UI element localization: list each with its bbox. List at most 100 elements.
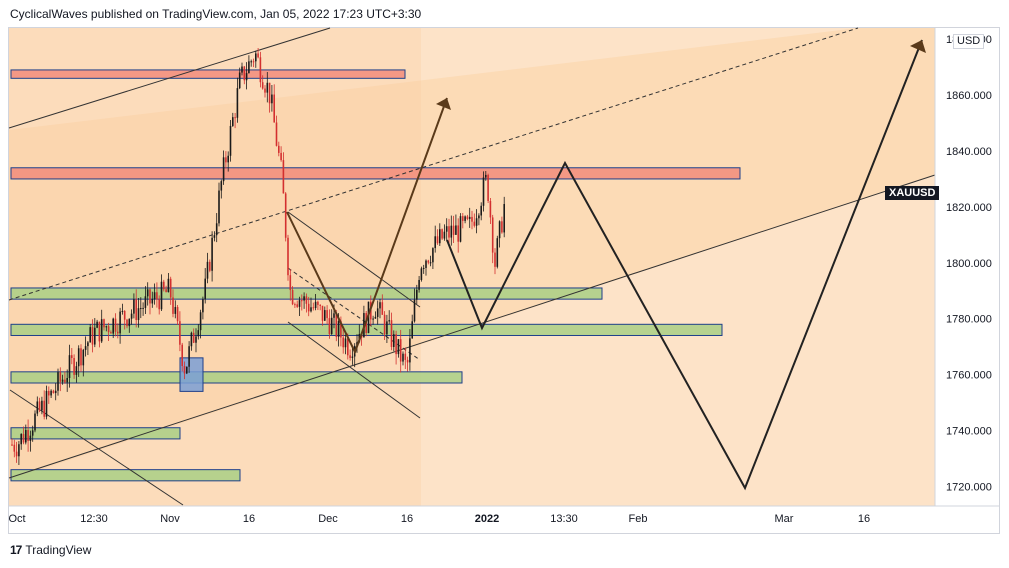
candle-body — [186, 366, 188, 374]
candle-body — [48, 390, 50, 396]
candle-body — [498, 221, 501, 239]
x-tick-label: Mar — [775, 513, 794, 525]
candle-body — [439, 229, 441, 244]
candle-body — [259, 57, 262, 83]
candle-body — [420, 268, 423, 280]
zone-rect-1 — [10, 167, 741, 180]
candle-body — [406, 359, 409, 363]
x-tick-label: 16 — [401, 513, 413, 525]
zone-rect-5 — [10, 427, 181, 440]
candle-body — [167, 278, 170, 293]
candle-body — [142, 307, 144, 309]
candle-body — [213, 235, 216, 238]
candle-body — [374, 316, 377, 319]
candle-body — [379, 302, 381, 309]
candle-body — [501, 221, 503, 233]
candle-body — [238, 72, 241, 89]
candle-body — [287, 237, 289, 276]
candle-body — [18, 444, 20, 457]
candle-body — [409, 338, 411, 363]
candle-body — [199, 312, 202, 331]
candle-body — [268, 82, 271, 104]
candle-body — [43, 400, 45, 417]
candle-body — [75, 366, 78, 375]
x-tick-label: 16 — [243, 513, 255, 525]
channel-fill — [9, 28, 935, 480]
candle-body — [487, 174, 489, 201]
footer-brand: TradingView — [25, 543, 92, 557]
candle-body — [494, 252, 496, 267]
currency-label[interactable]: USD — [953, 34, 985, 49]
x-tick-label: 12:30 — [80, 513, 108, 525]
candle-body — [376, 308, 379, 317]
candle-body — [87, 342, 89, 347]
candle-body — [64, 379, 66, 383]
candle-body — [340, 320, 342, 338]
candle-body — [388, 320, 390, 322]
candle-body — [66, 378, 68, 383]
projection-paths — [286, 39, 926, 491]
candle-body — [298, 300, 301, 307]
candle-body — [489, 200, 492, 218]
y-tick-label: 1820.000 — [946, 202, 992, 214]
wedge-upper — [287, 211, 421, 308]
y-tick-label: 1760.000 — [946, 370, 992, 382]
candle-body — [271, 94, 273, 104]
history-shade — [9, 28, 421, 506]
candle-body — [422, 267, 425, 269]
channel-mid-dashed — [8, 27, 859, 301]
candle-body — [429, 262, 432, 264]
candle-body — [176, 307, 179, 322]
candle-body — [45, 390, 48, 417]
candle-body — [289, 275, 292, 291]
candle-body — [146, 289, 149, 297]
y-tick-label: 1800.000 — [946, 258, 992, 270]
candle-body — [156, 292, 158, 300]
candle-body — [73, 358, 75, 375]
candle-body — [197, 330, 200, 337]
zone-rect-0 — [10, 69, 406, 79]
candle-body — [475, 218, 478, 226]
candle-body — [404, 353, 407, 360]
candle-body — [229, 125, 232, 156]
candle-body — [416, 289, 418, 300]
candle-body — [163, 281, 165, 290]
candle-body — [103, 319, 105, 328]
candle-body — [54, 390, 57, 394]
candle-body — [248, 61, 250, 74]
candle-body — [312, 307, 315, 309]
x-tick-label: Nov — [160, 513, 180, 525]
candle-body — [296, 304, 298, 307]
candle-body — [91, 327, 94, 345]
candle-body — [236, 88, 239, 118]
x-tick-label: Feb — [629, 513, 648, 525]
candle-body — [282, 160, 285, 194]
candle-body — [57, 372, 59, 391]
candle-body — [397, 339, 400, 355]
candle-body — [349, 355, 351, 358]
candle-body — [84, 346, 87, 350]
candle-body — [61, 379, 64, 382]
chart-frame — [8, 27, 1000, 534]
candle-body — [11, 444, 13, 446]
channel-lines — [8, 27, 936, 506]
candle-body — [126, 319, 128, 327]
candle-body — [443, 231, 446, 239]
candle-body — [264, 88, 266, 93]
candle-body — [110, 332, 112, 334]
projection-path-1 — [286, 97, 448, 355]
candle-body — [425, 260, 427, 268]
candle-body — [457, 225, 459, 242]
candle-body — [503, 204, 505, 233]
candle-body — [96, 321, 98, 328]
candle-body — [436, 236, 439, 244]
candle-body — [445, 226, 448, 232]
chart-background — [9, 28, 935, 506]
candle-body — [218, 190, 220, 224]
candle-body — [13, 444, 16, 452]
candle-body — [211, 237, 213, 271]
candle-body — [261, 82, 264, 89]
candle-body — [399, 339, 402, 362]
candle-body — [114, 318, 117, 332]
